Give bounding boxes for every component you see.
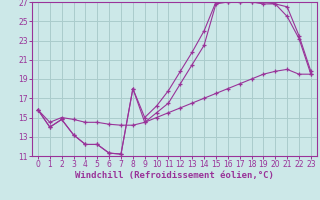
X-axis label: Windchill (Refroidissement éolien,°C): Windchill (Refroidissement éolien,°C) (75, 171, 274, 180)
